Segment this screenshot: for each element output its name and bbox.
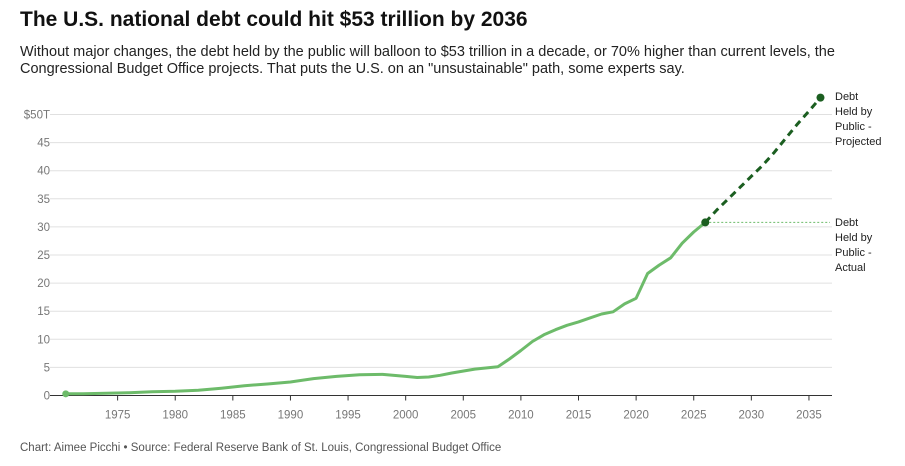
chart-subtitle: Without major changes, the debt held by …	[20, 44, 835, 77]
source-credit: Chart: Aimee Picchi • Source: Federal Re…	[20, 442, 502, 454]
x-tick-label: 2020	[623, 410, 649, 422]
y-tick-label: 25	[37, 250, 50, 262]
series	[62, 93, 830, 398]
chart-title: The U.S. national debt could hit $53 tri…	[20, 8, 528, 31]
y-tick-label: 40	[37, 166, 50, 178]
series-label-actual: Debt Held by Public -Actual	[835, 217, 873, 274]
x-tick-label: 2005	[450, 410, 476, 422]
y-tick-label: $50T	[24, 110, 50, 122]
x-tick-label: 1990	[278, 410, 304, 422]
y-tick-label: 5	[44, 362, 50, 374]
point-projected-end	[816, 93, 825, 102]
series-line-actual	[64, 220, 707, 396]
x-tick-label: 2030	[739, 410, 765, 422]
y-tick-label: 10	[37, 334, 50, 346]
point-actual-start	[62, 390, 70, 398]
x-tick-label: 2000	[393, 410, 419, 422]
y-tick-label: 30	[37, 222, 50, 234]
x-tick-label: 1975	[105, 410, 131, 422]
y-tick-label: 45	[37, 138, 50, 150]
x-tick-label: 1995	[335, 410, 361, 422]
y-tick-label: 20	[37, 278, 50, 290]
x-tick-label: 2025	[681, 410, 707, 422]
series-label-projected: Debt Held by Public -Projected	[835, 91, 881, 148]
gridlines	[50, 114, 832, 396]
series-line-projected	[704, 96, 822, 224]
y-tick-label: 35	[37, 194, 50, 206]
x-tick-label: 2010	[508, 410, 534, 422]
x-tick-label: 1980	[162, 410, 188, 422]
x-tick-label: 2015	[566, 410, 592, 422]
x-tick-label: 1985	[220, 410, 246, 422]
y-tick-label: 15	[37, 306, 50, 318]
x-axis-ticks: 1975 1980 1985 1990 1995 2000 2005 2010 2015 2020…	[105, 395, 822, 422]
y-tick-label: 0	[44, 391, 50, 403]
y-axis-ticks: 0 5 10 15 20 25 30 35 40 45 $50T	[24, 110, 50, 403]
x-tick-label: 2035	[796, 410, 822, 422]
point-actual-end	[701, 218, 710, 227]
series-labels: Debt Held by Public -Projected Debt Held by P…	[835, 91, 881, 274]
